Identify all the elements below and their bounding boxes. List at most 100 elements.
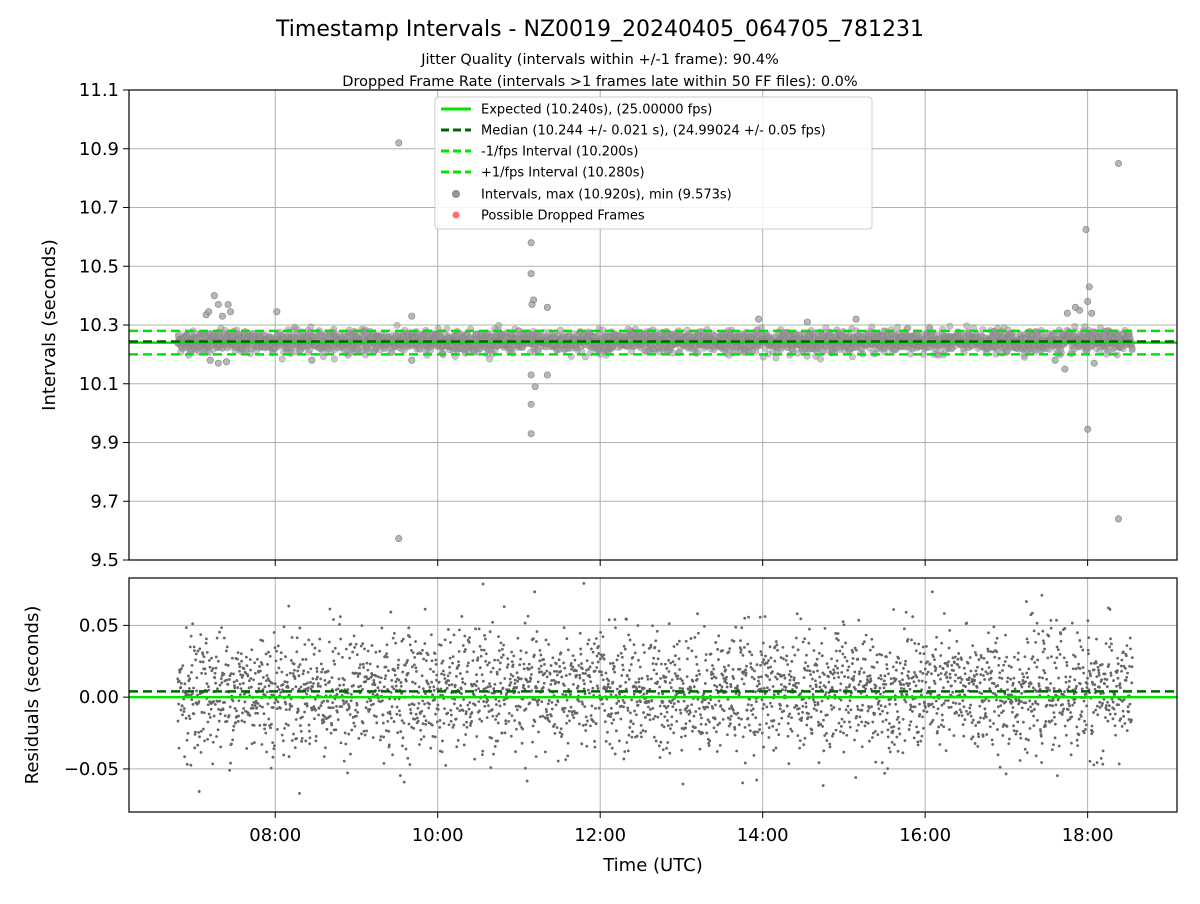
residual-point xyxy=(272,706,275,709)
residual-point xyxy=(217,660,220,663)
residual-point xyxy=(586,659,589,662)
interval-outlier-point xyxy=(529,301,535,307)
residual-point xyxy=(277,700,280,703)
residual-point xyxy=(251,742,254,745)
residual-point xyxy=(609,715,612,718)
residual-point xyxy=(447,674,450,677)
residual-point xyxy=(266,663,269,666)
residual-point xyxy=(639,666,642,669)
residual-point xyxy=(243,721,246,724)
interval-outlier-point xyxy=(853,316,859,322)
residual-point xyxy=(226,720,229,723)
residual-point xyxy=(559,651,562,654)
residual-point xyxy=(349,643,352,646)
residual-point xyxy=(399,774,402,777)
residual-point xyxy=(448,666,451,669)
residual-point xyxy=(594,707,597,710)
residual-point xyxy=(496,739,499,742)
residual-point xyxy=(440,687,443,690)
residual-point xyxy=(589,665,592,668)
residual-point xyxy=(459,672,462,675)
residual-point xyxy=(486,716,489,719)
residual-point xyxy=(255,706,258,709)
residual-point xyxy=(489,766,492,769)
residual-point xyxy=(332,650,335,653)
residual-point xyxy=(568,719,571,722)
residual-point xyxy=(374,684,377,687)
residual-point xyxy=(668,622,671,625)
residual-point xyxy=(232,729,235,732)
residual-point xyxy=(385,666,388,669)
residual-point xyxy=(583,688,586,691)
residual-point xyxy=(209,666,212,669)
residual-point xyxy=(387,730,390,733)
residual-point xyxy=(366,669,369,672)
residual-point xyxy=(291,636,294,639)
residual-point xyxy=(635,687,638,690)
residual-point xyxy=(418,685,421,688)
residual-point xyxy=(537,731,540,734)
residual-point xyxy=(404,664,407,667)
residual-point xyxy=(582,582,585,585)
residual-point xyxy=(670,686,673,689)
residual-point xyxy=(318,649,321,652)
residual-point xyxy=(190,635,193,638)
residual-point xyxy=(558,658,561,661)
residual-point xyxy=(181,664,184,667)
residual-point xyxy=(339,615,342,618)
residual-point xyxy=(311,685,314,688)
residual-point xyxy=(483,705,486,708)
residual-point xyxy=(451,662,454,665)
residual-point xyxy=(275,671,278,674)
residual-point xyxy=(446,687,449,690)
residual-point xyxy=(372,679,375,682)
residual-point xyxy=(577,664,580,667)
residual-point xyxy=(282,754,285,757)
residual-point xyxy=(521,728,524,731)
residual-point xyxy=(266,702,269,705)
residual-point xyxy=(551,708,554,711)
residual-point xyxy=(300,686,303,689)
residual-point xyxy=(620,652,623,655)
residual-point xyxy=(243,700,246,703)
residual-point xyxy=(539,649,542,652)
residual-point xyxy=(180,682,183,685)
residual-point xyxy=(315,735,318,738)
interval-outlier-point xyxy=(205,309,211,315)
residual-point xyxy=(603,658,606,661)
residual-point xyxy=(664,681,667,684)
residual-point xyxy=(264,724,267,727)
residual-point xyxy=(539,715,542,718)
residual-point xyxy=(637,704,640,707)
residual-point xyxy=(566,715,569,718)
residual-point xyxy=(651,624,654,627)
residual-point xyxy=(258,665,261,668)
residual-point xyxy=(418,743,421,746)
residual-point xyxy=(314,709,317,712)
residual-point xyxy=(309,667,312,670)
residual-point xyxy=(634,652,637,655)
residual-point xyxy=(318,638,321,641)
residual-point xyxy=(653,669,656,672)
interval-outlier-point xyxy=(1064,310,1070,316)
residual-point xyxy=(249,658,252,661)
residual-point xyxy=(388,744,391,747)
residual-point xyxy=(452,655,455,658)
residual-point xyxy=(234,707,237,710)
residual-point xyxy=(191,692,194,695)
residual-point xyxy=(177,703,180,706)
residual-point xyxy=(663,725,666,728)
residual-point xyxy=(297,674,300,677)
residual-point xyxy=(431,724,434,727)
residual-point xyxy=(451,683,454,686)
residual-point xyxy=(596,687,599,690)
residual-point xyxy=(414,640,417,643)
residual-point xyxy=(306,705,309,708)
residual-point xyxy=(568,710,571,713)
residual-point xyxy=(376,693,379,696)
residual-point xyxy=(329,707,332,710)
residual-point xyxy=(648,714,651,717)
residual-point xyxy=(371,693,374,696)
residual-point xyxy=(668,670,671,673)
residual-point xyxy=(189,717,192,720)
